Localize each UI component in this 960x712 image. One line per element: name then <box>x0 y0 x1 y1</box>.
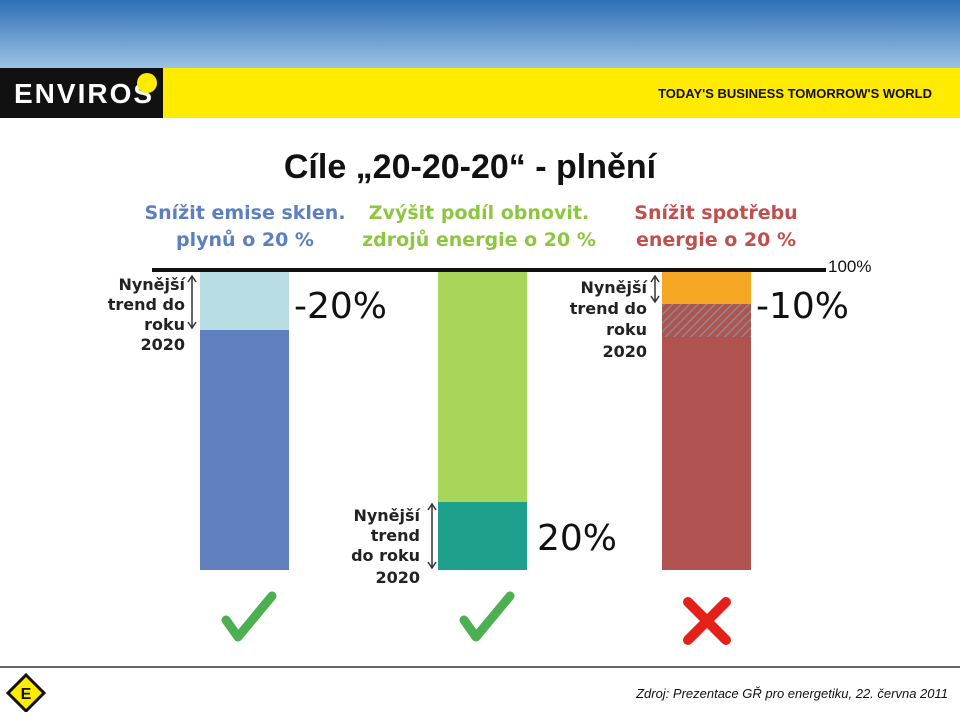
trend-label: trend <box>371 526 420 545</box>
goal-heading: Snížit spotřebu <box>634 202 797 224</box>
arrow-heads <box>187 274 197 330</box>
bar-segment <box>438 502 527 570</box>
logo-mark <box>137 73 157 93</box>
slide-title: Cíle „20-20-20“ - plnění <box>284 148 658 186</box>
cross-mark <box>683 597 731 645</box>
trend-label: roku <box>606 320 647 339</box>
trend-label: 2020 <box>375 568 420 587</box>
bar-segment <box>662 304 751 337</box>
trend-label: do roku <box>351 546 420 565</box>
trend-label: Nynější <box>580 278 648 297</box>
source-note: Zdroj: Prezentace GŘ pro energetiku, 22.… <box>635 686 948 701</box>
bar-segment <box>662 272 751 304</box>
arrow-heads <box>650 274 660 304</box>
goal-heading: Zvýšit podíl obnovit. <box>369 202 589 224</box>
change-label: -10% <box>756 286 849 327</box>
goal-heading: Snížit emise sklen. <box>144 202 345 224</box>
footer-logo-letter: E <box>21 686 32 703</box>
bar-segment <box>200 330 289 570</box>
check-mark <box>459 591 515 642</box>
bar-segment <box>662 337 751 570</box>
trend-label: roku <box>144 315 185 334</box>
logo-box <box>0 68 163 118</box>
trend-label: 2020 <box>140 335 185 354</box>
change-label: -20% <box>294 286 387 327</box>
trend-label: 2020 <box>602 342 647 361</box>
bar-segment <box>200 272 289 330</box>
goal-heading: zdrojů energie o 20 % <box>362 228 596 251</box>
goal-heading: plynů o 20 % <box>176 228 314 251</box>
trend-label: trend do <box>108 295 185 314</box>
goal-heading: energie o 20 % <box>636 229 796 251</box>
footer-logo <box>5 672 47 712</box>
brand: ENVIROS <box>14 78 154 109</box>
sky-banner <box>0 0 960 68</box>
change-label: 20% <box>537 518 617 559</box>
check-mark <box>221 591 277 642</box>
trend-label: Nynější <box>118 275 186 294</box>
arrow-heads <box>427 502 437 570</box>
bar-segment <box>438 272 527 502</box>
reference-label: 100% <box>828 257 871 276</box>
trend-label: trend do <box>570 299 647 318</box>
tagline: TODAY'S BUSINESS TOMORROW'S WORLD <box>658 86 932 101</box>
trend-label: Nynější <box>353 506 421 525</box>
